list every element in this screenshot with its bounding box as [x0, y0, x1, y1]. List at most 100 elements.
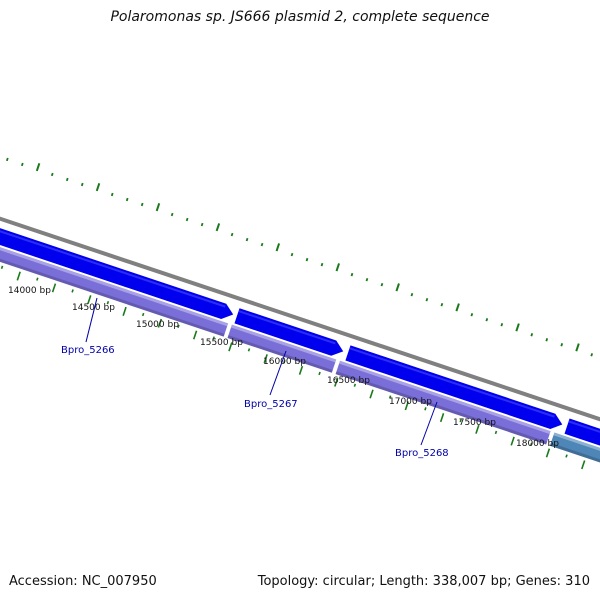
- gene-band[interactable]: [549, 432, 600, 476]
- gc-skew-tick: [410, 292, 414, 297]
- gc-skew-tick: [485, 318, 489, 322]
- gene-band[interactable]: [227, 324, 337, 373]
- gc-skew-tick: [35, 162, 41, 172]
- scale-tick: [157, 318, 163, 328]
- gc-skew-tick: [170, 212, 174, 217]
- scale-tick: [353, 383, 357, 387]
- scale-tick: [494, 430, 498, 435]
- gc-skew-tick: [65, 177, 69, 182]
- scale-label: 14500 bp: [72, 303, 115, 313]
- gc-skew-tick: [560, 343, 564, 347]
- scale-tick: [424, 407, 427, 411]
- gene-label[interactable]: Bpro_5268: [395, 448, 449, 459]
- scale-tick: [51, 283, 57, 293]
- gc-skew-tick: [335, 263, 340, 272]
- scale-tick: [530, 442, 533, 446]
- gc-skew-tick: [455, 303, 460, 312]
- scale-tick: [404, 401, 410, 411]
- scale-tick: [510, 436, 515, 446]
- scale-tick: [545, 448, 551, 458]
- scale-tick: [283, 359, 286, 364]
- gc-skew-tick: [110, 192, 114, 197]
- gc-skew-tick: [425, 297, 429, 302]
- scale-tick: [228, 342, 233, 352]
- feature-track: [0, 228, 600, 476]
- gc-skew-tick: [470, 312, 474, 317]
- scale-label: 16000 bp: [263, 357, 306, 367]
- map-title: Polaromonas sp. JS666 plasmid 2, complet…: [110, 9, 490, 25]
- gene-leader-line: [85, 297, 98, 343]
- gc-skew-tick: [5, 157, 9, 162]
- gc-skew-tick: [305, 257, 309, 262]
- scale-tick: [71, 289, 74, 293]
- scale-tick: [298, 365, 304, 375]
- scale-tick: [177, 324, 180, 328]
- scale-tick: [369, 389, 374, 399]
- gc-skew-tick: [365, 277, 369, 282]
- gc-skew-tick: [185, 217, 189, 222]
- scale-tick: [334, 377, 339, 387]
- scale-tick: [581, 460, 586, 470]
- gc-skew-tick: [50, 172, 54, 177]
- scale-label: 15000 bp: [136, 320, 179, 330]
- gene-leader-line: [269, 350, 287, 396]
- backbone-track: [0, 216, 600, 422]
- gc-skew-tick: [200, 222, 204, 227]
- cds-arrow[interactable]: [345, 345, 563, 429]
- gc-skew-tick: [530, 333, 534, 337]
- gc-skew-tick: [545, 338, 549, 342]
- accession-text: Accession: NC_007950: [9, 574, 157, 589]
- scale-tick: [318, 371, 321, 376]
- gc-skew-tick: [140, 202, 144, 207]
- scale-tick: [122, 306, 127, 316]
- gc-skew-tick: [500, 323, 504, 327]
- gc-skew-tick: [320, 262, 324, 267]
- cds-arrow[interactable]: [564, 418, 600, 459]
- gc-skew-tick: [590, 353, 594, 357]
- gene-label[interactable]: Bpro_5267: [244, 399, 298, 410]
- scale-tick: [0, 265, 4, 270]
- scale-tick: [459, 418, 462, 423]
- scale-tick: [439, 413, 445, 423]
- gc-skew-tick: [80, 182, 84, 187]
- gene-band[interactable]: [335, 360, 551, 445]
- scale-tick: [141, 312, 145, 317]
- scale-tick: [106, 301, 110, 305]
- scale-tick: [475, 424, 480, 434]
- sequence-summary: Topology: circular; Length: 338,007 bp; …: [257, 574, 590, 589]
- scale-tick: [565, 454, 568, 458]
- gc-skew-tick: [125, 197, 129, 202]
- scale-label: 18000 bp: [516, 439, 559, 449]
- scale-tick: [36, 277, 39, 281]
- gc-skew-tick: [215, 223, 221, 232]
- gene-label[interactable]: Bpro_5266: [61, 345, 115, 356]
- scale-tick: [87, 295, 92, 305]
- gene-leader-line: [420, 401, 438, 446]
- scale-label: 17000 bp: [389, 397, 432, 407]
- scale-label: 15500 bp: [200, 338, 243, 348]
- scale-tick: [247, 348, 251, 352]
- gc-skew-tick: [95, 183, 101, 192]
- gc-skew-tick: [245, 237, 249, 242]
- scale-track: 14000 bp 14500 bp 15000 bp 15500 bp 16000 bp…: [0, 265, 586, 470]
- gene-band[interactable]: [0, 229, 229, 337]
- gc-skew-tick: [230, 232, 234, 237]
- gc-skew-track: [5, 157, 594, 357]
- gc-skew-tick: [380, 282, 384, 287]
- scale-tick: [192, 330, 198, 340]
- scale-tick: [212, 336, 215, 340]
- gc-skew-tick: [260, 242, 264, 247]
- gc-skew-tick: [395, 283, 400, 292]
- gc-skew-tick: [440, 302, 444, 307]
- scale-tick: [16, 271, 21, 281]
- gc-skew-tick: [275, 243, 281, 252]
- scale-tick: [263, 354, 268, 364]
- gc-skew-tick: [20, 162, 24, 167]
- backbone-line: [0, 216, 600, 422]
- scale-label: 16500 bp: [327, 376, 370, 386]
- gc-skew-tick: [515, 323, 520, 332]
- scale-label: 14000 bp: [8, 286, 51, 296]
- gc-skew-tick: [575, 343, 580, 352]
- cds-arrow[interactable]: [234, 308, 344, 356]
